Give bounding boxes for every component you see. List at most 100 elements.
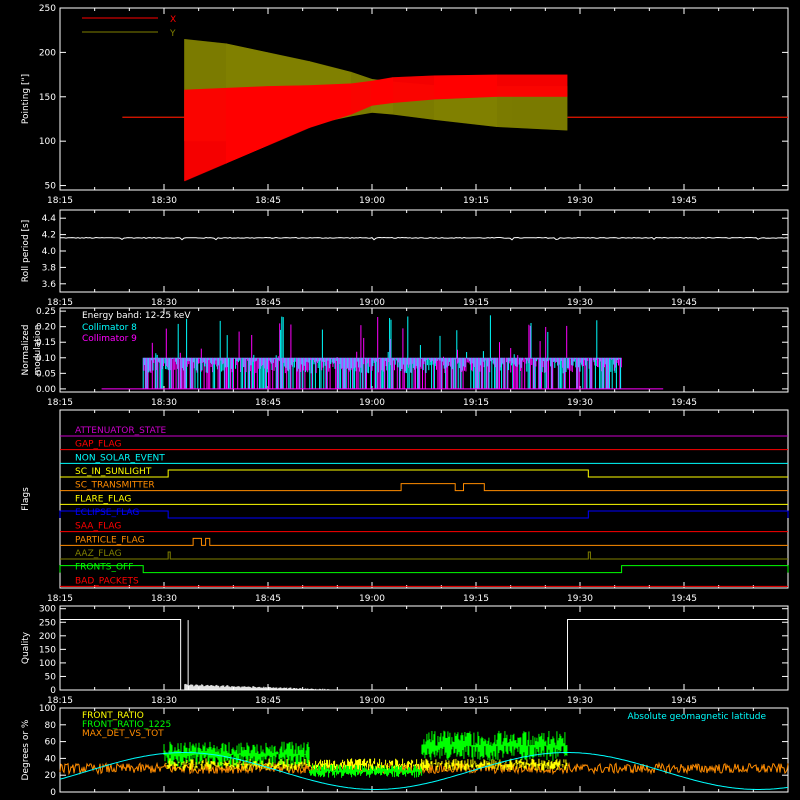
- x-tick-label: 19:15: [463, 298, 489, 308]
- legend-label: X: [170, 15, 176, 25]
- roll-line: [60, 236, 789, 241]
- flag-line: [59, 510, 789, 519]
- x-tick-label: 18:30: [151, 298, 177, 308]
- flag-label: SC_IN_SUNLIGHT: [75, 467, 152, 477]
- x-tick-label: 18:45: [255, 298, 281, 308]
- x-tick-label: 18:15: [47, 594, 73, 604]
- x-tick-label: 18:15: [47, 696, 73, 706]
- quality-line: [59, 619, 789, 690]
- x-tick-label: 19:00: [359, 696, 385, 706]
- x-tick-label: 18:45: [255, 594, 281, 604]
- x-tick-label: 19:30: [567, 696, 593, 706]
- x-tick-label: 19:45: [671, 196, 697, 206]
- legend-label: Y: [169, 29, 176, 39]
- annotation: Energy band: 12-25 keV: [82, 311, 191, 321]
- y-tick-label: 100: [39, 704, 56, 714]
- series-x: [122, 74, 788, 182]
- y-tick-label: 3.8: [42, 263, 57, 273]
- y-tick-label: 0.00: [36, 385, 56, 395]
- x-tick-label: 19:30: [567, 398, 593, 408]
- y-tick-label: 50: [45, 672, 57, 682]
- y-tick-label: 0: [50, 788, 56, 798]
- x-tick-label: 19:45: [671, 594, 697, 604]
- y-tick-label: 200: [39, 48, 56, 58]
- y-tick-label: 100: [39, 659, 56, 669]
- y-tick-label: 100: [39, 137, 56, 147]
- flag-label: NON_SOLAR_EVENT: [75, 453, 165, 463]
- x-tick-label: 19:15: [463, 398, 489, 408]
- y-tick-label: 0.15: [36, 338, 56, 348]
- x-tick-label: 19:30: [567, 196, 593, 206]
- x-tick-label: 19:00: [359, 594, 385, 604]
- flag-line: [60, 483, 788, 492]
- y-axis-label: Roll period [s]: [21, 220, 31, 282]
- legend-label: MAX_DET_VS_TOT: [82, 729, 164, 739]
- y-tick-label: 4.4: [42, 214, 57, 224]
- y-tick-label: 20: [45, 771, 57, 781]
- flag-label: PARTICLE_FLAG: [75, 535, 145, 545]
- x-tick-label: 19:00: [359, 298, 385, 308]
- legend-label: FRONT_RATIO: [82, 711, 144, 721]
- x-tick-label: 18:30: [151, 398, 177, 408]
- y-tick-label: 4.0: [42, 247, 57, 257]
- y-axis-label: Pointing ["]: [21, 74, 31, 124]
- flag-label: BAD_PACKETS: [75, 576, 139, 586]
- modulation-series: [142, 315, 622, 389]
- y-tick-label: 50: [45, 182, 57, 192]
- flag-label: ECLIPSE_FLAG: [75, 508, 139, 518]
- y-tick-label: 200: [39, 632, 56, 642]
- x-tick-label: 18:45: [255, 696, 281, 706]
- y-axis-label: Flags: [21, 487, 31, 511]
- y-axis-label: Degrees or %: [21, 719, 31, 780]
- x-tick-label: 18:30: [151, 696, 177, 706]
- y-tick-label: 0.05: [36, 369, 56, 379]
- y-tick-label: 0.25: [36, 307, 56, 317]
- y-tick-label: 150: [39, 93, 56, 103]
- flag-label: GAP_FLAG: [75, 440, 121, 450]
- flag-line: [59, 565, 789, 574]
- legend-label: Collimator 9: [82, 334, 137, 344]
- x-tick-label: 18:30: [151, 594, 177, 604]
- x-tick-label: 18:45: [255, 196, 281, 206]
- y-tick-label: 4.2: [42, 231, 56, 241]
- panel-frame: [59, 307, 789, 393]
- y-tick-label: 0.10: [36, 354, 56, 364]
- y-tick-label: 40: [45, 754, 57, 764]
- y-tick-label: 60: [45, 738, 57, 748]
- y-tick-label: 0: [50, 686, 56, 696]
- x-tick-label: 18:30: [151, 196, 177, 206]
- panel-frame: [59, 209, 789, 293]
- flag-label: SAA_FLAG: [75, 522, 121, 532]
- x-tick-label: 18:45: [255, 398, 281, 408]
- legend-label: FRONT_RATIO_1225: [82, 720, 171, 730]
- y-axis-label: modulation: [33, 325, 43, 376]
- panel-frame: [59, 707, 789, 793]
- x-tick-label: 19:45: [671, 696, 697, 706]
- legend-label: Collimator 8: [82, 323, 137, 333]
- panel-frame: [59, 7, 789, 191]
- x-tick-label: 19:15: [463, 594, 489, 604]
- x-tick-label: 19:45: [671, 298, 697, 308]
- y-tick-label: 80: [45, 721, 57, 731]
- flag-label: FLARE_FLAG: [75, 494, 131, 504]
- y-tick-label: 3.6: [42, 280, 57, 290]
- flag-line: [60, 551, 788, 560]
- y-tick-label: 0.20: [36, 323, 56, 333]
- y-axis-label: Normalized: [21, 324, 31, 375]
- flag-label: AAZ_FLAG: [75, 549, 122, 559]
- flag-line: [60, 537, 788, 546]
- y-tick-label: 300: [39, 605, 56, 615]
- x-tick-label: 18:15: [47, 298, 73, 308]
- max-det-line: [59, 761, 789, 776]
- panel-frame: [59, 409, 789, 589]
- y-tick-label: 150: [39, 645, 56, 655]
- geolat-line: [59, 752, 789, 790]
- y-tick-label: 250: [39, 618, 56, 628]
- x-tick-label: 19:15: [463, 196, 489, 206]
- legend-label: Absolute geomagnetic latitude: [627, 712, 766, 722]
- panel-frame: [59, 605, 789, 691]
- front-ratio-1225-line: [163, 730, 568, 778]
- x-tick-label: 18:15: [47, 196, 73, 206]
- x-tick-label: 18:15: [47, 398, 73, 408]
